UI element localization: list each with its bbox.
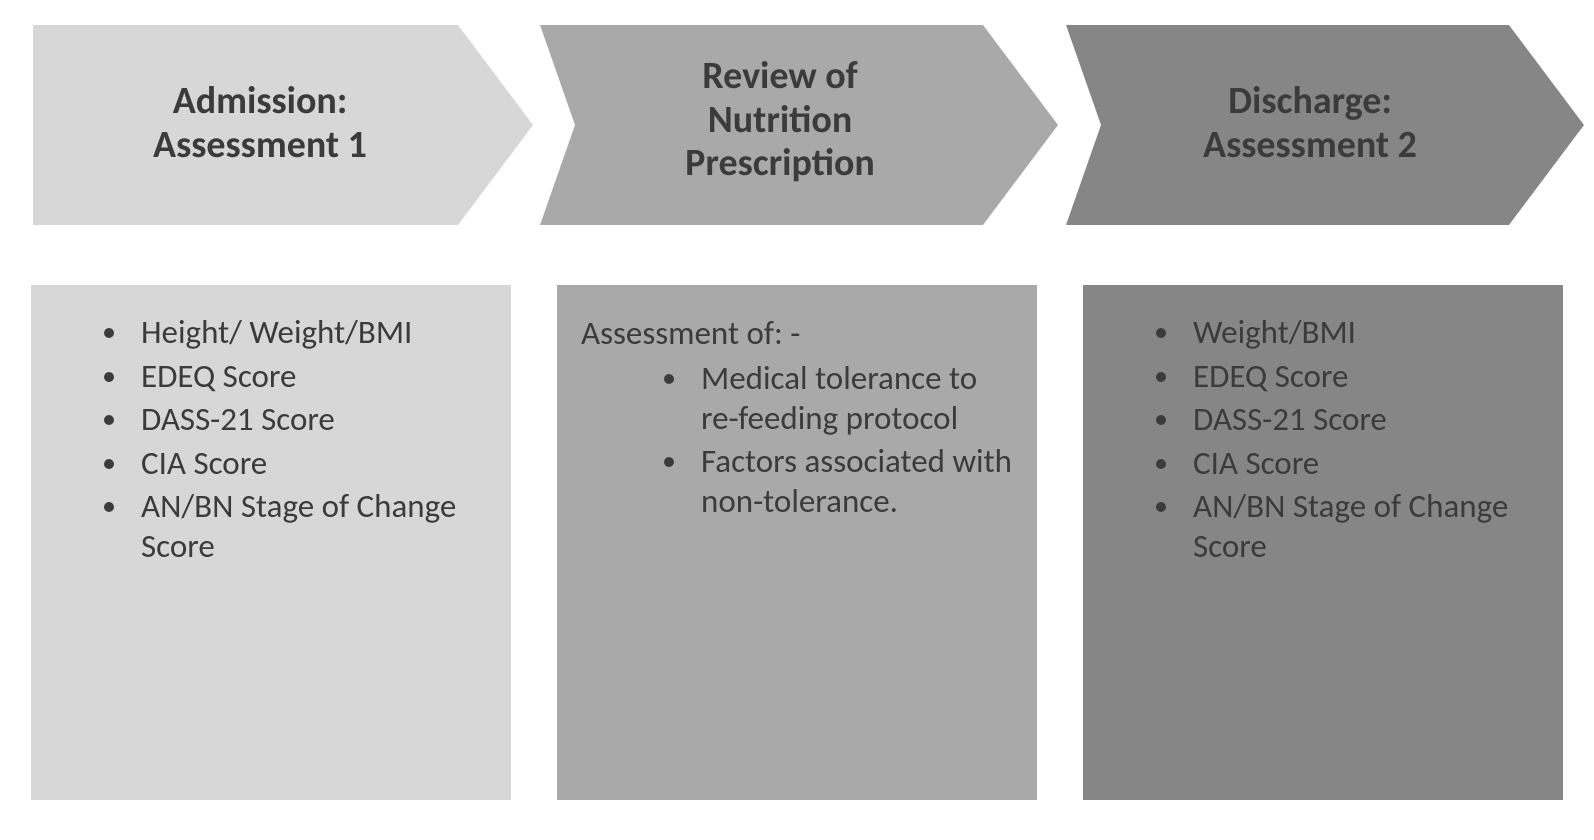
stage-title-review: Review of Nutrition Prescription [620,55,940,186]
stage-title-admission: Admission: Assessment 1 [95,80,425,167]
list-item: Weight/BMI [1183,313,1539,353]
list-item: AN/BN Stage of Change Score [131,487,487,566]
panel-admission-list: Height/ Weight/BMI EDEQ Score DASS-21 Sc… [61,313,487,567]
panel-review-lead: Assessment of: - [581,313,1013,353]
list-item: CIA Score [131,444,487,484]
list-item: DASS-21 Score [131,400,487,440]
list-item: Factors associated with non-tolerance. [691,442,1013,521]
list-item: DASS-21 Score [1183,400,1539,440]
panel-review: Assessment of: - Medical tolerance to re… [557,285,1037,800]
list-item: EDEQ Score [1183,357,1539,397]
list-item: EDEQ Score [131,357,487,397]
list-item: CIA Score [1183,444,1539,484]
panel-admission: Height/ Weight/BMI EDEQ Score DASS-21 Sc… [31,285,511,800]
list-item: Height/ Weight/BMI [131,313,487,353]
panel-discharge-list: Weight/BMI EDEQ Score DASS-21 Score CIA … [1113,313,1539,567]
list-item: Medical tolerance to re-feeding protocol [691,359,1013,438]
panel-review-list: Medical tolerance to re-feeding protocol… [581,359,1013,521]
list-item: AN/BN Stage of Change Score [1183,487,1539,566]
panel-discharge: Weight/BMI EDEQ Score DASS-21 Score CIA … [1083,285,1563,800]
stage-title-discharge: Discharge: Assessment 2 [1140,80,1480,167]
flowchart-canvas: Admission: Assessment 1 Review of Nutrit… [0,0,1594,840]
